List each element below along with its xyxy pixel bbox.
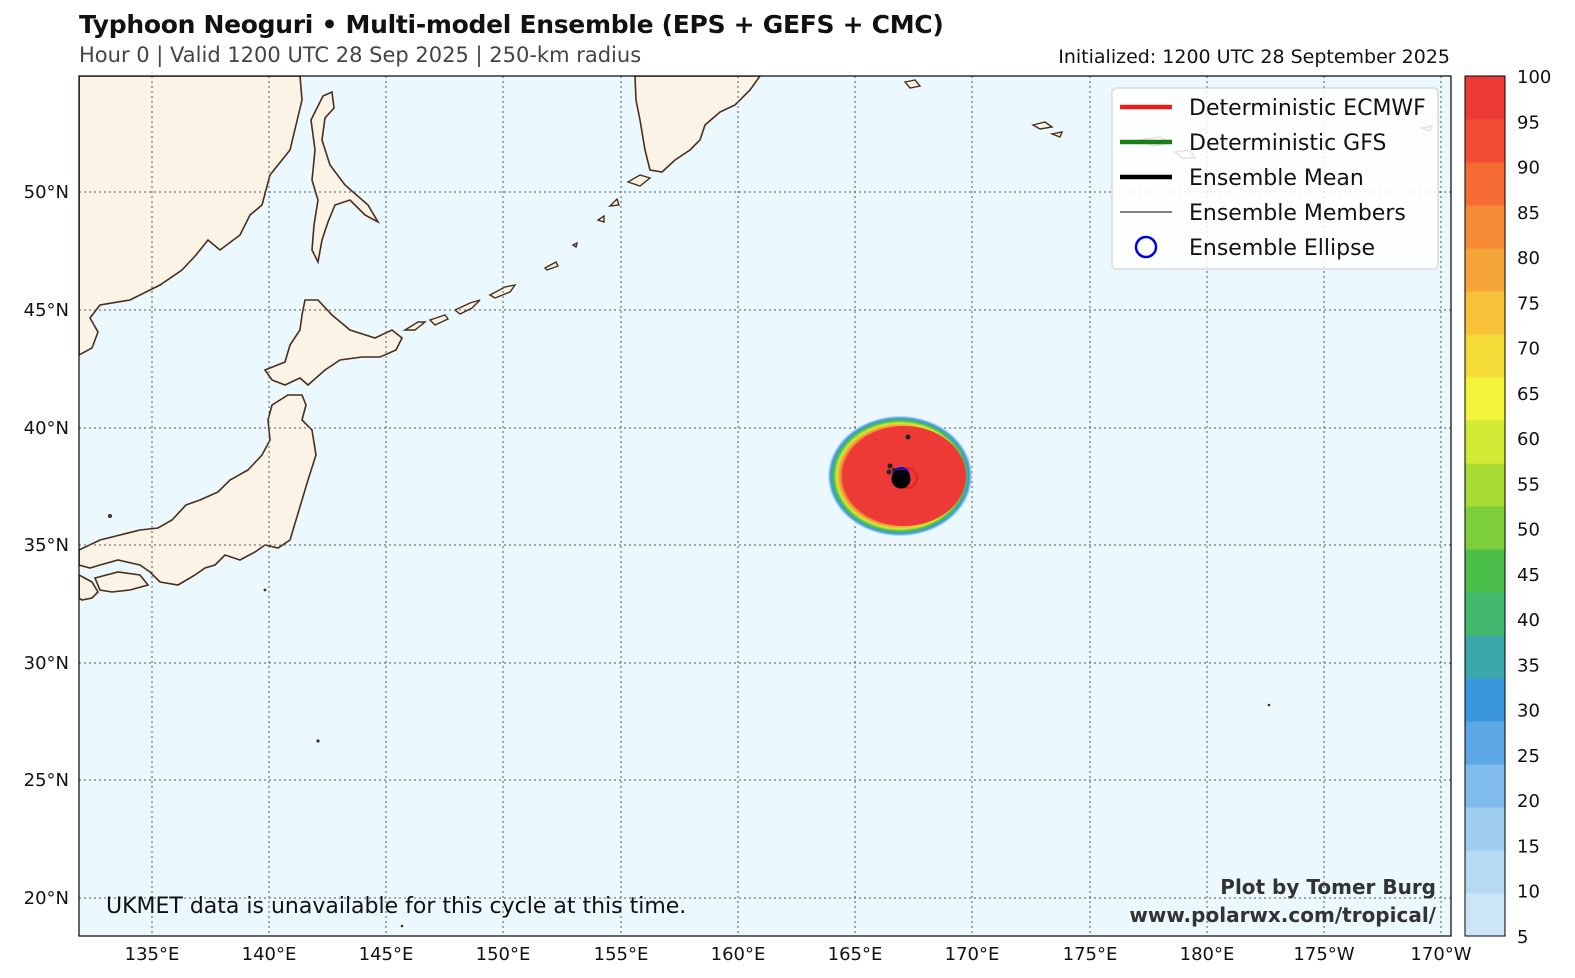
lon-label: 170°E bbox=[945, 944, 1000, 965]
colorbar-tick-label: 95 bbox=[1517, 112, 1540, 133]
colorbar-tick-label: 20 bbox=[1517, 791, 1540, 812]
kamchatka-peninsula bbox=[634, 76, 761, 173]
colorbar-tick-label: 15 bbox=[1517, 836, 1540, 857]
legend-label: Ensemble Ellipse bbox=[1189, 236, 1375, 261]
lon-label: 155°E bbox=[594, 944, 649, 965]
colorbar-tick-label: 25 bbox=[1517, 746, 1540, 767]
kyushu-island bbox=[79, 574, 100, 601]
colorbar-segment bbox=[1465, 119, 1505, 163]
colorbar-segment bbox=[1465, 506, 1505, 550]
colorbar-segment bbox=[1465, 549, 1505, 593]
legend-label: Ensemble Members bbox=[1189, 201, 1406, 226]
colorbar-segment bbox=[1465, 592, 1505, 636]
colorbar-tick-label: 10 bbox=[1517, 882, 1540, 903]
lon-label: 160°E bbox=[711, 944, 766, 965]
lat-label: 25°N bbox=[24, 770, 69, 791]
legend-label: Deterministic GFS bbox=[1189, 131, 1386, 156]
sakhalin-island bbox=[310, 90, 381, 265]
colorbar-segment bbox=[1465, 162, 1505, 206]
lon-label: 170°W bbox=[1410, 944, 1471, 965]
lon-label: 175°E bbox=[1063, 944, 1118, 965]
colorbar-tick-label: 100 bbox=[1517, 67, 1551, 88]
colorbar-segment bbox=[1465, 377, 1505, 421]
colorbar-segment bbox=[1465, 721, 1505, 765]
credit-author: Plot by Tomer Burg bbox=[1220, 875, 1436, 899]
legend-box bbox=[1111, 87, 1439, 270]
colorbar-tick-label: 70 bbox=[1517, 339, 1540, 360]
storm-markers bbox=[886, 434, 918, 489]
lon-label: 175°W bbox=[1293, 944, 1354, 965]
colorbar-tick-label: 50 bbox=[1517, 520, 1540, 541]
latitude-labels: 50°N 45°N 40°N 35°N 30°N 25°N 20°N bbox=[24, 182, 69, 909]
lon-label: 140°E bbox=[242, 944, 297, 965]
longitude-labels: 135°E 140°E 145°E 150°E 155°E 160°E 165°… bbox=[125, 944, 1472, 965]
lat-label: 30°N bbox=[24, 653, 69, 674]
lat-label: 45°N bbox=[24, 300, 69, 321]
legend-label: Ensemble Mean bbox=[1189, 166, 1364, 191]
credit-url: www.polarwx.com/tropical/ bbox=[1129, 903, 1436, 927]
lon-label: 150°E bbox=[476, 944, 531, 965]
colorbar-segment bbox=[1465, 334, 1505, 378]
colorbar-tick-label: 80 bbox=[1517, 248, 1540, 269]
shikoku-island bbox=[93, 571, 150, 593]
lat-label: 20°N bbox=[24, 888, 69, 909]
lat-label: 40°N bbox=[24, 418, 69, 439]
colorbar-tick-label: 5 bbox=[1517, 927, 1528, 948]
legend-label: Deterministic ECMWF bbox=[1189, 96, 1426, 121]
colorbar-segment bbox=[1465, 76, 1505, 120]
colorbar-tick-label: 65 bbox=[1517, 384, 1540, 405]
colorbar-segment bbox=[1465, 764, 1505, 808]
colorbar-segment bbox=[1465, 420, 1505, 464]
lon-label: 145°E bbox=[359, 944, 414, 965]
colorbar-tick-label: 45 bbox=[1517, 565, 1540, 586]
colorbar-tick-label: 40 bbox=[1517, 610, 1540, 631]
colorbar-segment bbox=[1465, 850, 1505, 894]
colorbar-tick-label: 85 bbox=[1517, 203, 1540, 224]
colorbar-tick-label: 35 bbox=[1517, 655, 1540, 676]
map-frame bbox=[78, 75, 1452, 937]
hokkaido-island bbox=[263, 299, 404, 387]
lon-label: 135°E bbox=[125, 944, 180, 965]
ensemble-member-marker bbox=[905, 434, 911, 440]
lat-label: 35°N bbox=[24, 535, 69, 556]
colorbar-tick-label: 75 bbox=[1517, 293, 1540, 314]
ensemble-mean-marker bbox=[891, 469, 911, 489]
mainland-asia bbox=[79, 76, 303, 356]
lat-label: 50°N bbox=[24, 182, 69, 203]
ellipse-legend-swatch bbox=[1134, 235, 1158, 259]
legend: Deterministic ECMWF Deterministic GFS En… bbox=[1111, 87, 1439, 270]
colorbar-segment bbox=[1465, 291, 1505, 335]
page-subtitle: Hour 0 | Valid 1200 UTC 28 Sep 2025 | 25… bbox=[79, 43, 642, 67]
colorbar-segment bbox=[1465, 205, 1505, 249]
ensemble-member-marker bbox=[887, 463, 893, 469]
lon-label: 165°E bbox=[828, 944, 883, 965]
colorbar-frame bbox=[1464, 75, 1506, 937]
colorbar-segment bbox=[1465, 248, 1505, 292]
page-title: Typhoon Neoguri • Multi-model Ensemble (… bbox=[79, 10, 944, 39]
colorbar-segment bbox=[1465, 807, 1505, 851]
colorbar-segment bbox=[1465, 463, 1505, 507]
ukmet-note: UKMET data is unavailable for this cycle… bbox=[106, 894, 686, 919]
ensemble-member-marker bbox=[892, 468, 896, 472]
small-islets bbox=[108, 514, 1271, 928]
honshu-island bbox=[79, 394, 317, 586]
colorbar-segment bbox=[1465, 678, 1505, 722]
ensemble-member-marker bbox=[886, 469, 892, 475]
colorbar-tick-label: 90 bbox=[1517, 158, 1540, 179]
colorbar-tick-label: 60 bbox=[1517, 429, 1540, 450]
colorbar-tick-label: 30 bbox=[1517, 701, 1540, 722]
initialized-time: Initialized: 1200 UTC 28 September 2025 bbox=[1058, 46, 1450, 68]
land-masses bbox=[79, 76, 1434, 928]
colorbar: 5 10 15 20 25 30 35 40 45 50 55 60 65 70 75 80 85 90 95 100 bbox=[1464, 67, 1551, 948]
colorbar-segment bbox=[1465, 635, 1505, 679]
kuril-islands bbox=[402, 174, 652, 331]
colorbar-segment bbox=[1465, 893, 1505, 937]
colorbar-tick-label: 55 bbox=[1517, 474, 1540, 495]
lon-label: 180°E bbox=[1180, 944, 1235, 965]
